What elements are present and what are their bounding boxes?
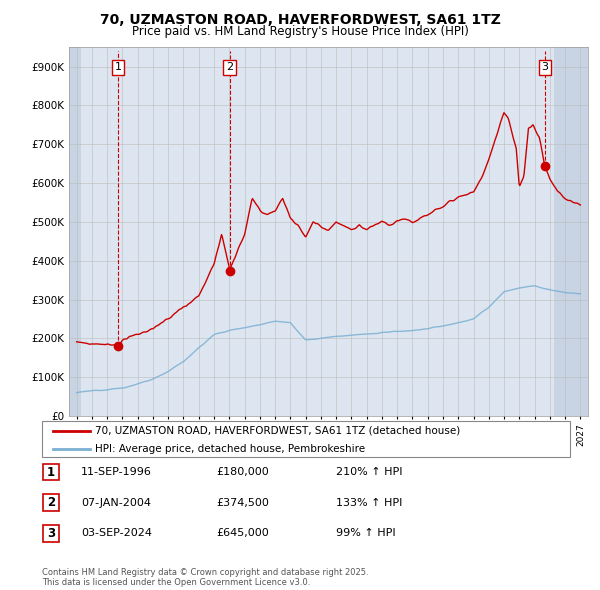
Text: 1: 1	[47, 466, 55, 478]
Text: 07-JAN-2004: 07-JAN-2004	[81, 498, 151, 507]
Text: Price paid vs. HM Land Registry's House Price Index (HPI): Price paid vs. HM Land Registry's House …	[131, 25, 469, 38]
Text: 3: 3	[47, 527, 55, 540]
Text: 133% ↑ HPI: 133% ↑ HPI	[336, 498, 403, 507]
Text: £645,000: £645,000	[216, 529, 269, 538]
Text: Contains HM Land Registry data © Crown copyright and database right 2025.
This d: Contains HM Land Registry data © Crown c…	[42, 568, 368, 587]
Bar	[69, 47, 81, 416]
Text: 210% ↑ HPI: 210% ↑ HPI	[336, 467, 403, 477]
FancyBboxPatch shape	[42, 421, 570, 457]
FancyBboxPatch shape	[43, 494, 59, 511]
Text: £180,000: £180,000	[216, 467, 269, 477]
Text: 11-SEP-1996: 11-SEP-1996	[81, 467, 152, 477]
Text: 2: 2	[47, 496, 55, 509]
Text: 2: 2	[226, 63, 233, 73]
Bar	[554, 47, 588, 416]
Text: £374,500: £374,500	[216, 498, 269, 507]
Text: 1: 1	[115, 63, 121, 73]
Text: 3: 3	[541, 63, 548, 73]
Text: 70, UZMASTON ROAD, HAVERFORDWEST, SA61 1TZ (detached house): 70, UZMASTON ROAD, HAVERFORDWEST, SA61 1…	[95, 425, 460, 435]
FancyBboxPatch shape	[43, 525, 59, 542]
Text: 99% ↑ HPI: 99% ↑ HPI	[336, 529, 395, 538]
FancyBboxPatch shape	[43, 464, 59, 480]
Text: HPI: Average price, detached house, Pembrokeshire: HPI: Average price, detached house, Pemb…	[95, 444, 365, 454]
Text: 70, UZMASTON ROAD, HAVERFORDWEST, SA61 1TZ: 70, UZMASTON ROAD, HAVERFORDWEST, SA61 1…	[100, 13, 500, 27]
Text: 03-SEP-2024: 03-SEP-2024	[81, 529, 152, 538]
